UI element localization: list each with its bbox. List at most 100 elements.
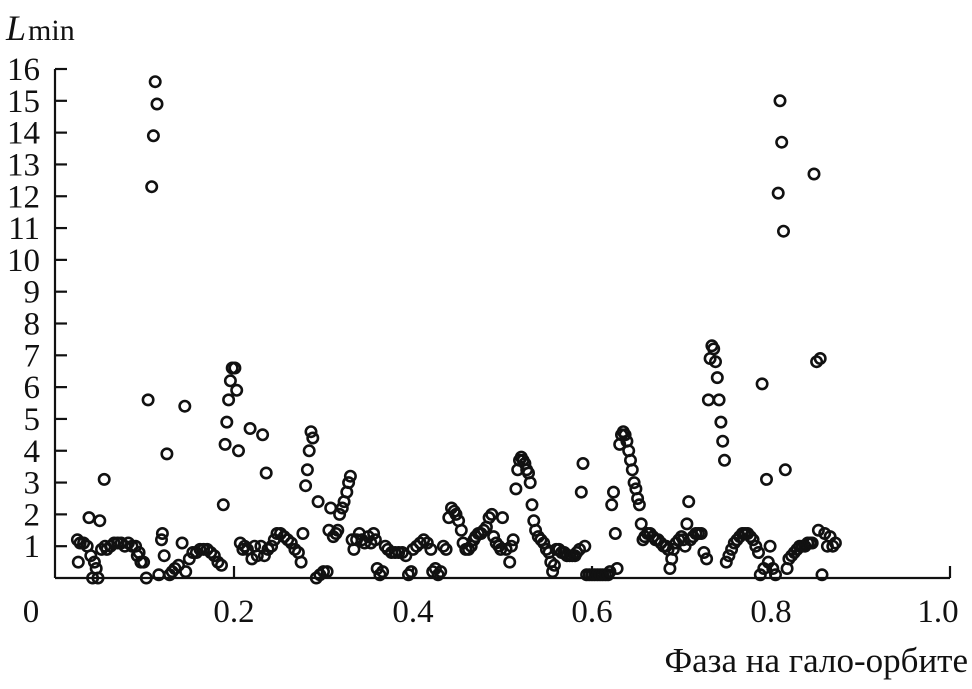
data-point: [182, 552, 196, 566]
data-point: [529, 523, 543, 537]
data-point: [773, 94, 787, 108]
data-point: [717, 453, 731, 467]
x-axis-label: Фаза на гало-орбите: [665, 641, 969, 680]
y-axis-label: Lmin: [5, 8, 75, 48]
data-point: [766, 561, 780, 575]
data-point: [610, 561, 624, 575]
data-point: [632, 498, 646, 512]
y-axis-label-sub: min: [28, 14, 75, 47]
data-point: [368, 533, 382, 547]
data-point: [230, 383, 244, 397]
data-point: [376, 565, 390, 579]
data-point: [763, 539, 777, 553]
data-point: [93, 514, 107, 528]
data-point: [608, 526, 622, 540]
data-point: [719, 555, 733, 569]
data-point: [509, 482, 523, 496]
data-point: [694, 526, 708, 540]
data-point: [771, 186, 785, 200]
data-point: [708, 355, 722, 369]
data-point: [243, 421, 257, 435]
data-point: [342, 476, 356, 490]
data-point: [755, 377, 769, 391]
data-point: [178, 399, 192, 413]
data-point: [722, 549, 736, 563]
data-point: [148, 75, 162, 89]
data-point: [220, 415, 234, 429]
data-point: [146, 129, 160, 143]
x-tick-label: 0.2: [213, 594, 254, 630]
data-point: [413, 536, 427, 550]
y-tick-label: 3: [24, 466, 41, 502]
data-point: [222, 393, 236, 407]
data-point: [179, 565, 193, 579]
data-point: [680, 517, 694, 531]
data-point: [97, 472, 111, 486]
data-point: [311, 495, 325, 509]
y-tick-label: 1: [24, 529, 41, 565]
data-point: [160, 447, 174, 461]
data-point: [749, 539, 763, 553]
data-point: [299, 479, 313, 493]
y-tick-label: 6: [24, 370, 41, 406]
data-point: [70, 533, 84, 547]
data-point: [300, 463, 314, 477]
data-point: [811, 523, 825, 537]
data-point: [420, 536, 434, 550]
data-point: [302, 444, 316, 458]
data-point: [454, 523, 468, 537]
data-point: [71, 555, 85, 569]
data-point: [578, 539, 592, 553]
data-point: [815, 568, 829, 582]
data-point: [139, 571, 153, 585]
data-point: [477, 523, 491, 537]
data-point: [778, 463, 792, 477]
data-point: [141, 393, 155, 407]
data-point: [175, 536, 189, 550]
y-tick-label: 12: [7, 179, 40, 215]
data-point: [627, 476, 641, 490]
data-point: [503, 555, 517, 569]
data-point: [320, 565, 334, 579]
data-point: [155, 533, 169, 547]
data-point: [343, 469, 357, 483]
data-point: [449, 507, 463, 521]
data-point: [725, 542, 739, 556]
data-point: [155, 526, 169, 540]
y-tick-label: 9: [24, 275, 41, 311]
data-point: [172, 558, 186, 572]
data-point: [265, 539, 279, 553]
data-points: [70, 75, 842, 585]
data-point: [625, 463, 639, 477]
data-point: [603, 565, 617, 579]
data-point: [401, 568, 415, 582]
data-point: [700, 552, 714, 566]
y-tick-label: 15: [7, 84, 40, 120]
data-point: [84, 549, 98, 563]
data-point: [331, 523, 345, 537]
data-point: [87, 555, 101, 569]
data-point: [82, 511, 96, 525]
data-point: [424, 542, 438, 556]
data-point: [306, 431, 320, 445]
data-point: [431, 568, 445, 582]
data-point: [333, 507, 347, 521]
data-point: [546, 565, 560, 579]
data-point: [547, 558, 561, 572]
data-point: [605, 498, 619, 512]
data-point: [284, 536, 298, 550]
x-tick-label: 0.6: [571, 594, 612, 630]
data-point: [215, 558, 229, 572]
data-point: [712, 393, 726, 407]
data-point: [256, 428, 270, 442]
data-point: [504, 539, 518, 553]
data-point: [296, 526, 310, 540]
y-tick-label: 8: [24, 307, 41, 343]
data-point: [714, 415, 728, 429]
data-point: [805, 536, 819, 550]
data-point: [753, 568, 767, 582]
data-point: [574, 485, 588, 499]
data-point: [487, 530, 501, 544]
data-point: [482, 511, 496, 525]
